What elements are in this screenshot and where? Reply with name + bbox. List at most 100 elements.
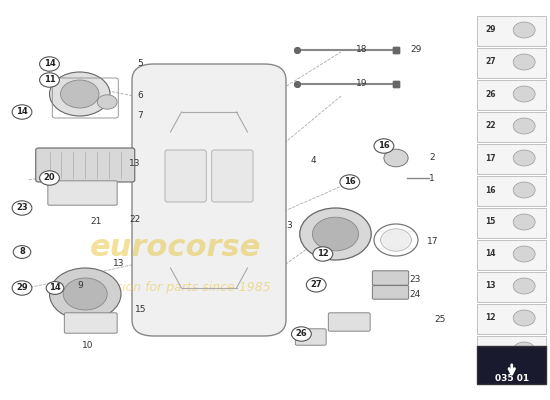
Text: 16: 16 [378, 142, 390, 150]
FancyBboxPatch shape [64, 313, 117, 333]
Circle shape [340, 175, 360, 189]
Text: eurocorse: eurocorse [90, 234, 262, 262]
Circle shape [513, 118, 535, 134]
FancyBboxPatch shape [48, 181, 117, 205]
Circle shape [12, 281, 32, 295]
Circle shape [312, 217, 359, 251]
Circle shape [12, 105, 32, 119]
Text: 23: 23 [16, 204, 28, 212]
Circle shape [40, 73, 59, 87]
FancyBboxPatch shape [477, 346, 546, 384]
Text: 14: 14 [43, 60, 56, 68]
Text: 20: 20 [43, 174, 56, 182]
FancyBboxPatch shape [477, 208, 546, 238]
FancyBboxPatch shape [477, 48, 546, 78]
Text: 29: 29 [16, 284, 28, 292]
Text: a passion for parts since 1985: a passion for parts since 1985 [81, 282, 271, 294]
Text: 17: 17 [486, 154, 496, 162]
Text: 29: 29 [410, 46, 421, 54]
Text: 11: 11 [486, 346, 496, 354]
Circle shape [50, 268, 121, 320]
Circle shape [513, 54, 535, 70]
Text: 19: 19 [356, 80, 367, 88]
FancyBboxPatch shape [477, 144, 546, 174]
FancyBboxPatch shape [477, 176, 546, 206]
Text: 035 01: 035 01 [494, 374, 529, 383]
Text: 14: 14 [49, 284, 61, 292]
Text: 2: 2 [429, 154, 434, 162]
Text: 5: 5 [138, 60, 143, 68]
Text: 4: 4 [311, 156, 316, 165]
Text: 13: 13 [129, 160, 140, 168]
Circle shape [513, 214, 535, 230]
Text: 27: 27 [310, 280, 322, 289]
FancyBboxPatch shape [36, 148, 135, 182]
Text: 29: 29 [486, 26, 496, 34]
Circle shape [513, 278, 535, 294]
Text: 9: 9 [77, 282, 82, 290]
Text: 12: 12 [486, 314, 496, 322]
Text: 18: 18 [356, 46, 367, 54]
Text: 14: 14 [16, 108, 28, 116]
Text: 3: 3 [286, 221, 292, 230]
FancyBboxPatch shape [372, 286, 409, 299]
Text: 16: 16 [344, 178, 356, 186]
Text: 23: 23 [410, 275, 421, 284]
Text: 16: 16 [486, 186, 496, 194]
Circle shape [513, 150, 535, 166]
Text: 22: 22 [486, 122, 496, 130]
Text: 25: 25 [434, 316, 446, 324]
Text: 26: 26 [486, 90, 496, 98]
FancyBboxPatch shape [477, 80, 546, 110]
FancyBboxPatch shape [477, 336, 546, 366]
FancyBboxPatch shape [477, 304, 546, 334]
Circle shape [292, 327, 311, 341]
Circle shape [13, 246, 31, 258]
FancyBboxPatch shape [165, 150, 206, 202]
Circle shape [513, 310, 535, 326]
Circle shape [513, 182, 535, 198]
Circle shape [40, 57, 59, 71]
Text: 1: 1 [429, 174, 434, 183]
Text: 15: 15 [135, 306, 146, 314]
Circle shape [300, 208, 371, 260]
Circle shape [306, 278, 326, 292]
Circle shape [513, 246, 535, 262]
Circle shape [97, 95, 117, 109]
FancyBboxPatch shape [477, 272, 546, 302]
Circle shape [12, 201, 32, 215]
Text: 17: 17 [427, 238, 438, 246]
FancyBboxPatch shape [328, 313, 370, 331]
Text: 6: 6 [138, 92, 143, 100]
Circle shape [60, 80, 99, 108]
Circle shape [50, 72, 110, 116]
Text: 13: 13 [113, 260, 124, 268]
Text: 26: 26 [295, 330, 307, 338]
Text: 7: 7 [138, 112, 143, 120]
Circle shape [384, 149, 408, 167]
FancyBboxPatch shape [477, 240, 546, 270]
Text: 21: 21 [91, 218, 102, 226]
Circle shape [381, 229, 411, 251]
FancyBboxPatch shape [132, 64, 286, 336]
Text: 27: 27 [486, 58, 496, 66]
Text: 24: 24 [410, 290, 421, 299]
FancyBboxPatch shape [477, 16, 546, 46]
Circle shape [513, 22, 535, 38]
Circle shape [40, 171, 59, 185]
Text: 10: 10 [82, 342, 94, 350]
FancyBboxPatch shape [295, 329, 326, 345]
Circle shape [513, 86, 535, 102]
Text: 15: 15 [486, 218, 496, 226]
Circle shape [46, 282, 64, 294]
FancyBboxPatch shape [372, 271, 409, 285]
Text: 13: 13 [486, 282, 496, 290]
Text: 14: 14 [486, 250, 496, 258]
Circle shape [513, 342, 535, 358]
Circle shape [374, 139, 394, 153]
Text: 12: 12 [317, 250, 329, 258]
Text: 22: 22 [129, 216, 140, 224]
Circle shape [313, 247, 333, 261]
FancyBboxPatch shape [477, 112, 546, 142]
Text: 8: 8 [19, 248, 25, 256]
